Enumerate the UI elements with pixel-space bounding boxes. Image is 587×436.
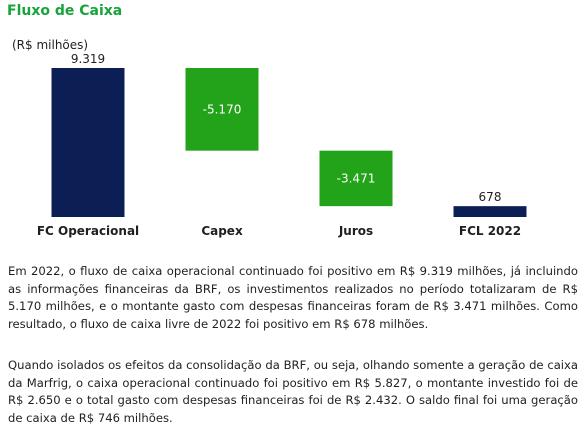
paragraph-summary: Em 2022, o fluxo de caixa operacional co… (8, 264, 578, 331)
waterfall-chart: (R$ milhões) 9.319 FC Operacional -5.170 Ca… (12, 38, 527, 238)
data-label-juros: -3.471 (337, 171, 376, 185)
data-label-fcl-2022: 678 (479, 190, 502, 204)
category-label-capex: Capex (201, 224, 243, 238)
paragraph-marfrig: Quando isolados os efeitos da consolidaç… (8, 358, 578, 425)
bar-juros (319, 150, 393, 207)
bar-fcl-2022 (453, 206, 527, 217)
data-label-fc-operacional: 9.319 (71, 52, 105, 66)
section-title: Fluxo de Caixa (7, 3, 123, 19)
category-label-fc-operacional: FC Operacional (37, 224, 139, 238)
bar-fc-operacional (51, 68, 125, 217)
category-label-juros: Juros (338, 224, 373, 238)
unit-label: (R$ milhões) (12, 38, 88, 52)
category-label-fcl-2022: FCL 2022 (459, 224, 521, 238)
data-label-capex: -5.170 (203, 102, 242, 116)
bar-capex (185, 68, 259, 151)
